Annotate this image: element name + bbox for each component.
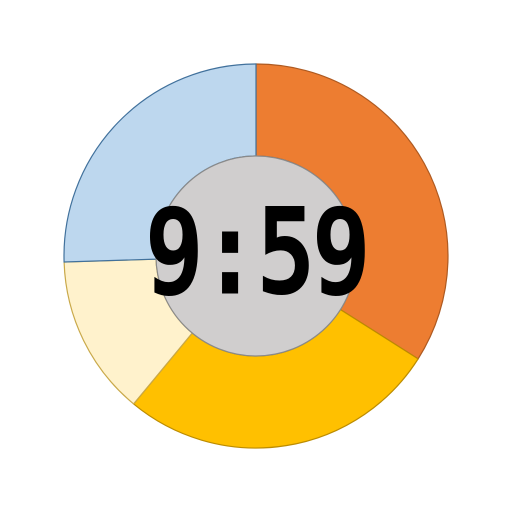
clock-time: 9:59 <box>145 182 368 322</box>
donut-ring <box>63 63 449 449</box>
center-disc <box>155 155 357 357</box>
